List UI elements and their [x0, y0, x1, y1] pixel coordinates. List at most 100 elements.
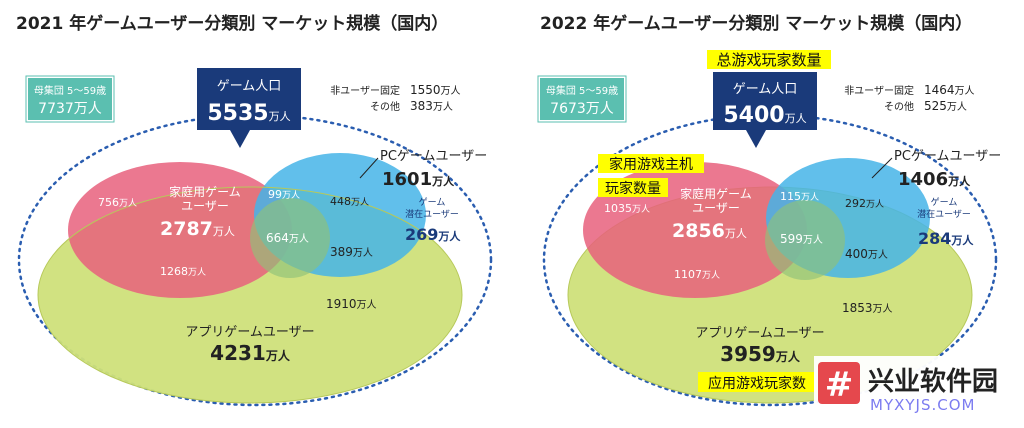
pc-user-value: 1601: [382, 169, 432, 190]
population-value: 7737万人: [38, 101, 102, 117]
population-label: 母集団 5～59歳: [34, 84, 106, 97]
watermark-logo-symbol: #: [825, 365, 854, 405]
svg-text:5535万人: 5535万人: [207, 101, 290, 126]
app-user-value: 3959: [720, 342, 776, 366]
region-app-only: 1910: [326, 297, 357, 311]
region-all-three: 664: [266, 231, 289, 245]
watermark-url: MYXYJS.COM: [870, 396, 975, 414]
svg-text:1464万人: 1464万人: [924, 83, 975, 97]
watermark: # 兴业软件园 MYXYJS.COM: [814, 356, 1024, 424]
svg-text:4231万人: 4231万人: [210, 341, 291, 365]
non-user-fixed-value: 1464: [924, 83, 955, 97]
annotation-home-line2: 玩家数量: [605, 180, 661, 197]
game-population-unit: 万人: [269, 110, 291, 123]
svg-text:269万人: 269万人: [405, 225, 461, 244]
potential-label-1: ゲーム: [419, 196, 446, 208]
other-label: その他: [884, 100, 914, 113]
svg-text:383万人: 383万人: [410, 99, 453, 113]
svg-text:1406万人: 1406万人: [898, 169, 971, 190]
population-label: 母集団 5～59歳: [546, 84, 618, 97]
svg-text:292万人: 292万人: [845, 197, 884, 210]
svg-text:284万人: 284万人: [918, 229, 974, 248]
region-pc-app: 400: [845, 247, 868, 261]
region-home-pc: 99: [268, 188, 282, 201]
svg-text:1268万人: 1268万人: [160, 265, 206, 278]
region-home-app: 1107: [674, 268, 702, 281]
svg-text:99万人: 99万人: [268, 188, 300, 201]
svg-text:1035万人: 1035万人: [604, 202, 650, 215]
watermark-logo-box: [818, 362, 860, 404]
game-population-value: 5400: [723, 103, 784, 128]
non-user-fixed-value: 1550: [410, 83, 441, 97]
home-user-label-2: ユーザー: [692, 201, 740, 215]
potential-label-2: 潜在ユーザー: [405, 208, 459, 220]
annotation-home-line1: 家用游戏主机: [609, 156, 693, 173]
watermark-name: 兴业软件园: [868, 367, 998, 397]
svg-text:3959万人: 3959万人: [720, 342, 801, 366]
center-overlap: [765, 200, 845, 280]
svg-text:448万人: 448万人: [330, 195, 369, 208]
svg-text:756万人: 756万人: [98, 196, 137, 209]
game-population-label: ゲーム人口: [733, 82, 798, 97]
potential-value: 269: [405, 225, 438, 244]
region-home-pc: 115: [780, 190, 801, 203]
svg-text:1550万人: 1550万人: [410, 83, 461, 97]
svg-text:115万人: 115万人: [780, 190, 819, 203]
svg-text:2787万人: 2787万人: [160, 218, 235, 240]
svg-text:2856万人: 2856万人: [672, 220, 747, 242]
potential-label-1: ゲーム: [931, 196, 958, 208]
non-user-fixed-label: 非ユーザー固定: [844, 84, 914, 97]
other-value: 383: [410, 99, 433, 113]
region-pc-only: 292: [845, 197, 866, 210]
svg-text:599万人: 599万人: [780, 232, 823, 246]
annotation-total: 总游戏玩家数量: [716, 51, 821, 69]
other-label: その他: [370, 100, 400, 113]
annotation-home-highlight-1: [598, 154, 704, 173]
app-user-label: アプリゲームユーザー: [695, 326, 824, 341]
svg-text:1107万人: 1107万人: [674, 268, 720, 281]
svg-text:1853万人: 1853万人: [842, 301, 893, 315]
region-home-app: 1268: [160, 265, 188, 278]
annotation-total-highlight: [707, 50, 831, 69]
home-user-label-1: 家庭用ゲーム: [680, 186, 752, 201]
potential-value: 284: [918, 229, 951, 248]
svg-text:389万人: 389万人: [330, 245, 373, 259]
svg-text:1601万人: 1601万人: [382, 169, 455, 190]
game-population-value: 5535: [207, 101, 268, 126]
region-home-only: 1035: [604, 202, 632, 215]
svg-text:1910万人: 1910万人: [326, 297, 377, 311]
pc-user-value: 1406: [898, 169, 948, 190]
other-value: 525: [924, 99, 947, 113]
region-pc-app: 389: [330, 245, 353, 259]
pc-user-label: PCゲームユーザー: [894, 149, 1001, 164]
non-user-fixed-label: 非ユーザー固定: [330, 84, 400, 97]
panel-2021: 2021 年ゲームユーザー分類別 マーケット規模（国内） 母集団 5～59歳 7…: [16, 13, 493, 407]
potential-label-2: 潜在ユーザー: [917, 208, 971, 220]
app-user-value: 4231: [210, 341, 266, 365]
home-user-set: [68, 162, 292, 298]
population-value: 7673万人: [550, 101, 614, 117]
game-population-box: ゲーム人口 5400万人: [713, 72, 817, 148]
home-user-label-1: 家庭用ゲーム: [169, 184, 241, 199]
annotation-home-highlight-2: [598, 178, 668, 197]
game-population-label: ゲーム人口: [217, 79, 282, 94]
game-population-unit: 万人: [785, 112, 807, 125]
svg-text:400万人: 400万人: [845, 247, 888, 261]
game-population-box: ゲーム人口 5535万人: [197, 68, 301, 148]
region-all-three: 599: [780, 232, 803, 246]
pc-user-label: PCゲームユーザー: [380, 149, 487, 164]
panel-title: 2021 年ゲームユーザー分類別 マーケット規模（国内）: [16, 13, 448, 34]
region-app-only: 1853: [842, 301, 873, 315]
annotation-app-highlight: [698, 372, 816, 392]
panel-title: 2022 年ゲームユーザー分類別 マーケット規模（国内）: [540, 13, 972, 34]
region-pc-only: 448: [330, 195, 351, 208]
annotation-app: 应用游戏玩家数: [708, 375, 806, 392]
home-user-label-2: ユーザー: [181, 199, 229, 213]
svg-text:664万人: 664万人: [266, 231, 309, 245]
home-user-value: 2856: [672, 220, 725, 242]
home-user-value: 2787: [160, 218, 213, 240]
svg-text:5400万人: 5400万人: [723, 103, 806, 128]
app-user-label: アプリゲームユーザー: [185, 325, 314, 340]
